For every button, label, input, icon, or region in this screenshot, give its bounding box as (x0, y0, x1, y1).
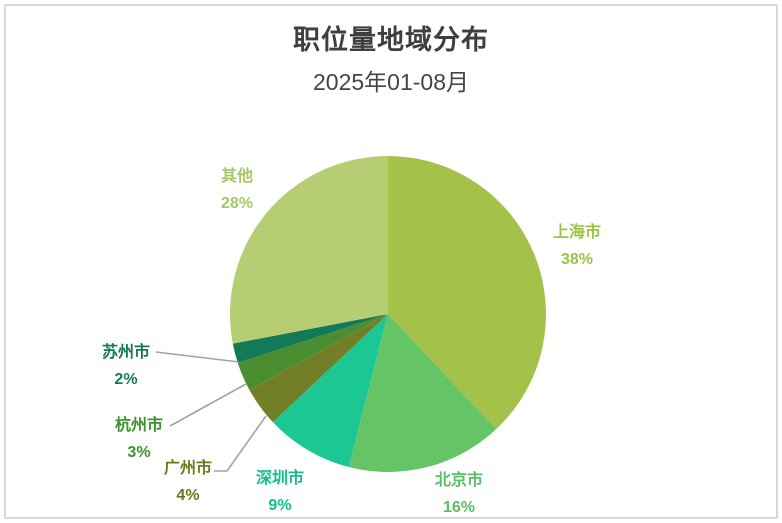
slice-label-value: 2% (114, 371, 138, 388)
slice-label-name: 苏州市 (101, 344, 151, 361)
leader-line-guangzhou (214, 415, 267, 472)
slice-label-other: 其他 28% (221, 163, 253, 217)
pie-slice-北京市[interactable] (348, 314, 497, 473)
pie-slice-苏州市[interactable] (232, 314, 388, 363)
slice-label-name: 深圳市 (255, 470, 305, 487)
slice-label-value: 3% (127, 444, 151, 461)
slice-label-value: 16% (442, 499, 476, 516)
pie-slice-其他[interactable] (230, 156, 388, 344)
pie-slices (230, 156, 547, 473)
slice-label-name: 广州市 (163, 460, 213, 477)
slice-label-value: 28% (220, 195, 254, 212)
leader-line-hangzhou (169, 383, 247, 427)
slice-label-value: 38% (560, 251, 594, 268)
pie-slice-广州市[interactable] (249, 314, 388, 423)
slice-label-shanghai: 上海市 38% (553, 219, 601, 273)
pie-slice-上海市[interactable] (388, 156, 547, 430)
slice-label-hangzhou: 杭州市 3% (115, 412, 163, 466)
slice-label-suzhou: 苏州市 2% (102, 339, 150, 393)
slice-label-value: 9% (268, 497, 292, 514)
pie-slice-深圳市[interactable] (272, 314, 388, 468)
slice-label-beijing: 北京市 16% (435, 467, 483, 521)
slice-label-shenzhen: 深圳市 9% (256, 465, 304, 519)
slice-label-name: 杭州市 (114, 417, 164, 434)
panel-border (4, 4, 778, 519)
leader-line-suzhou (155, 351, 240, 363)
slice-label-name: 上海市 (552, 224, 602, 241)
slice-label-name: 北京市 (434, 472, 484, 489)
chart-subtitle: 2025年01-08月 (313, 69, 469, 95)
leader-lines (155, 351, 267, 472)
chart-title: 职位量地域分布 (293, 25, 489, 55)
pie-slice-杭州市[interactable] (237, 314, 388, 391)
slice-label-name: 其他 (220, 168, 253, 185)
slice-label-value: 4% (176, 487, 200, 504)
slice-label-guangzhou: 广州市 4% (164, 455, 212, 509)
